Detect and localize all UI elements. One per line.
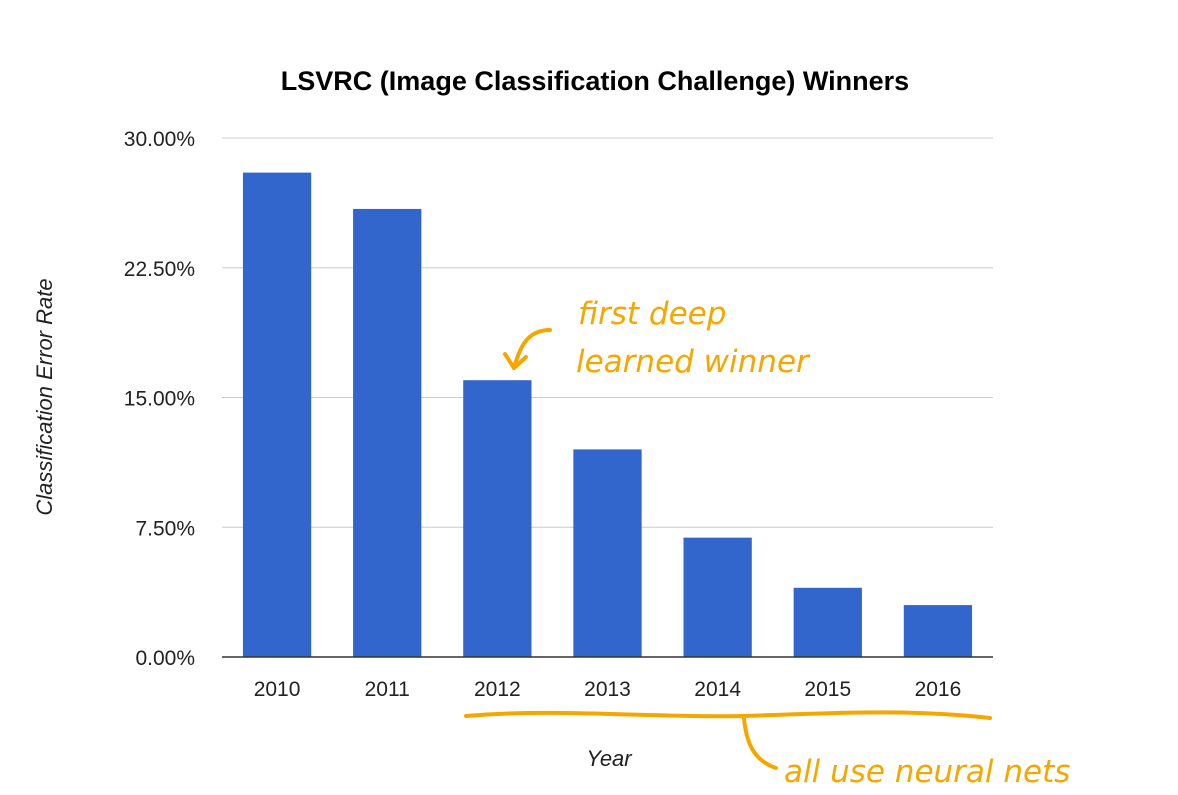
x-tick-label: 2013 <box>584 678 631 701</box>
bar-2012 <box>463 380 532 657</box>
annotation-line-1: first deep <box>578 296 726 332</box>
x-tick-label: 2015 <box>804 678 851 701</box>
y-axis-ticks: 0.00% 7.50% 15.00% 22.50% 30.00% <box>124 128 195 670</box>
annotation-brace <box>464 710 992 770</box>
x-tick-label: 2011 <box>365 678 410 701</box>
y-tick-label: 15.00% <box>124 388 195 411</box>
x-axis-ticks: 2010 2011 2012 2013 2014 2015 2016 <box>254 678 962 701</box>
bar-2013 <box>573 449 642 657</box>
bar-2015 <box>793 587 862 657</box>
bars <box>242 172 973 657</box>
x-tick-label: 2016 <box>915 678 962 701</box>
annotation-neural-nets-text: all use neural nets <box>784 754 1070 790</box>
x-tick-label: 2010 <box>254 678 301 701</box>
bar-2010 <box>242 172 312 657</box>
annotation-first-deep-learned-winner: first deep learned winner <box>503 296 811 380</box>
annotation-line-2: learned winner <box>576 344 811 380</box>
x-axis-label: Year <box>586 746 633 771</box>
annotation-arrowhead <box>503 352 528 370</box>
annotation-all-use-neural-nets: all use neural nets <box>464 710 1070 790</box>
chart-title: LSVRC (Image Classification Challenge) W… <box>281 66 909 96</box>
y-tick-label: 30.00% <box>124 128 195 151</box>
y-tick-label: 22.50% <box>124 258 195 281</box>
bar-2011 <box>353 208 422 657</box>
annotation-arrow <box>512 328 552 370</box>
bar-2016 <box>903 605 973 657</box>
bar-2014 <box>683 537 752 657</box>
y-tick-label: 0.00% <box>135 647 195 670</box>
y-tick-label: 7.50% <box>135 517 195 540</box>
y-axis-label: Classification Error Rate <box>32 278 57 515</box>
x-tick-label: 2014 <box>694 678 741 701</box>
x-tick-label: 2012 <box>474 678 521 701</box>
